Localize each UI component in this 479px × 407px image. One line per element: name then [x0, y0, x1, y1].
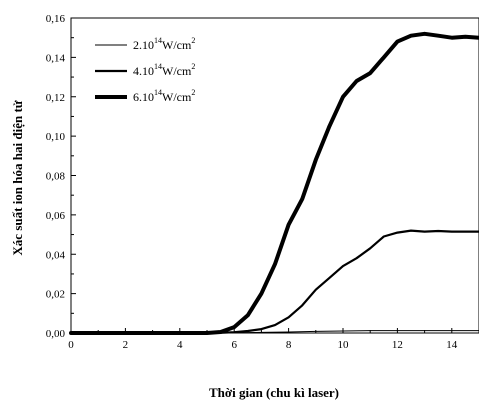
x-axis-title: Thời gian (chu kì laser)	[209, 385, 339, 400]
series-layer	[69, 31, 479, 335]
ticks-layer: 0 2 4 6 8 10 12 14 0,00 0,02 0,04 0,06 0,08 0,10 0,12 0…	[46, 13, 458, 351]
y-tick-label: 0,04	[46, 249, 66, 261]
x-tick-label: 0	[68, 339, 74, 351]
x-tick-label: 6	[231, 339, 237, 351]
x-tick-label: 14	[446, 339, 458, 351]
legend-label-1: 2.1014W/cm2	[133, 36, 195, 52]
y-tick-label: 0,00	[46, 328, 66, 340]
y-tick-label: 0,08	[46, 171, 66, 183]
x-tick-label: 2	[123, 339, 129, 351]
y-tick-label: 0,02	[46, 289, 65, 301]
x-tick-label: 12	[392, 339, 403, 351]
plot-frame	[70, 17, 479, 334]
y-tick-label: 0,10	[46, 131, 66, 143]
y-tick-label: 0,06	[46, 210, 66, 222]
y-axis-title: Xác suất ion hóa hai điện tử	[10, 100, 25, 255]
y-axis-title-group: Xác suất ion hóa hai điện tử	[10, 100, 25, 255]
series-line-2	[69, 229, 479, 335]
y-tick-label: 0,14	[46, 52, 66, 64]
legend-label-3: 6.1014W/cm2	[133, 88, 195, 104]
x-tick-label: 10	[338, 339, 350, 351]
x-tick-label: 4	[177, 339, 183, 351]
y-tick-label: 0,12	[46, 92, 65, 104]
y-tick-label: 0,16	[46, 13, 66, 25]
series-line-3	[69, 31, 479, 335]
legend: 2.1014W/cm2 4.1014W/cm2 6.1014W/cm2	[95, 36, 195, 104]
legend-label-2: 4.1014W/cm2	[133, 62, 195, 78]
x-tick-label: 8	[286, 339, 292, 351]
